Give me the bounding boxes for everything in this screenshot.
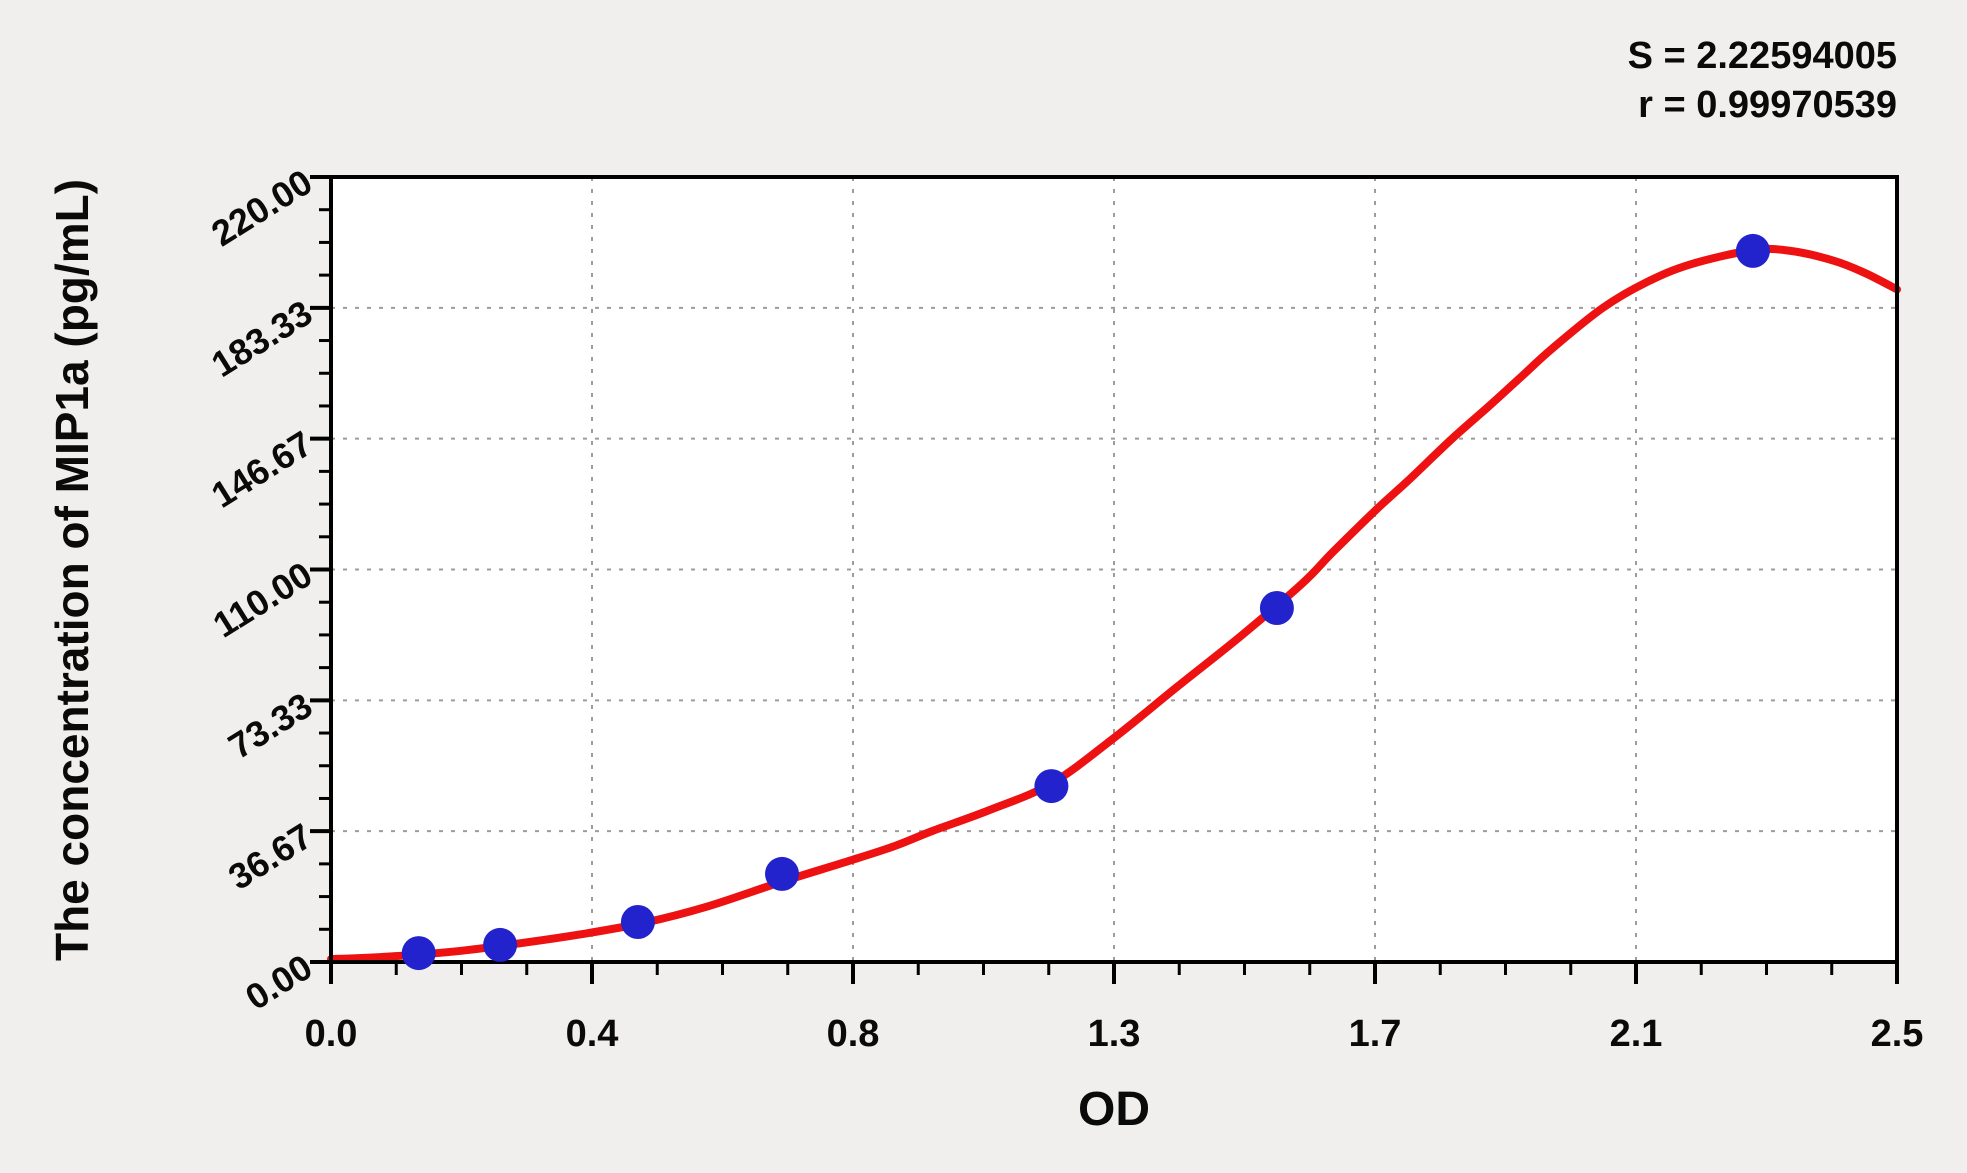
x-tick-label: 2.1 bbox=[1610, 1013, 1663, 1055]
fit-statistic-s: S = 2.22594005 bbox=[1627, 35, 1897, 77]
y-tick-label: 73.33 bbox=[221, 684, 319, 767]
y-tick-label: 110.00 bbox=[206, 554, 319, 646]
data-point bbox=[1259, 591, 1294, 625]
y-tick-label: 220.00 bbox=[204, 161, 319, 254]
y-tick-label: 36.67 bbox=[221, 815, 319, 898]
y-tick-label: 0.00 bbox=[238, 946, 319, 1018]
fitted-curve bbox=[327, 244, 1901, 964]
data-point bbox=[765, 856, 799, 891]
x-axis-title: OD bbox=[1078, 1083, 1150, 1136]
y-axis-title: The concentration of MIP1a (pg/mL) bbox=[46, 178, 98, 962]
x-tick-label: 0.8 bbox=[827, 1013, 880, 1055]
x-tick-label: 0.0 bbox=[305, 1013, 358, 1055]
data-point bbox=[401, 936, 436, 971]
data-point bbox=[1735, 233, 1770, 268]
data-point bbox=[1034, 769, 1069, 804]
fit-statistic-r: r = 0.99970539 bbox=[1638, 83, 1897, 126]
x-tick-label: 1.7 bbox=[1349, 1013, 1402, 1055]
data-point bbox=[483, 927, 518, 962]
data-point bbox=[620, 905, 655, 939]
y-tick-label: 146.67 bbox=[204, 423, 319, 516]
fit-statistics: S = 2.22594005 r = 0.99970539 bbox=[1628, 32, 1897, 129]
y-tick-label: 183.33 bbox=[204, 292, 319, 385]
x-tick-label: 1.3 bbox=[1088, 1013, 1141, 1055]
x-tick-label: 0.4 bbox=[566, 1013, 619, 1055]
x-tick-label: 2.5 bbox=[1871, 1013, 1924, 1055]
